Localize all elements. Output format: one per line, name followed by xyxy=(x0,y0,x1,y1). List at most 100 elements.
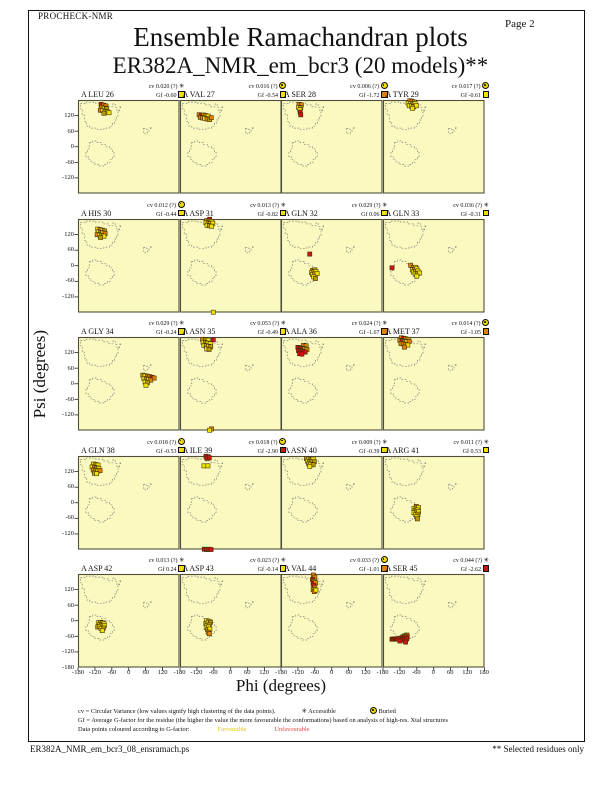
ramachandran-panel: A VAL 44 cv 0.033 (?) Gf -1.01 xyxy=(280,549,388,671)
ramachandran-panel: A GLN 38 cv 0.018 (?) Gf -0.53 xyxy=(74,431,185,550)
ramachandran-panel: A ASP 43 cv 0.023 (?) ✳ Gf -0.14 xyxy=(179,549,286,671)
gf-value: Gf -2.62 xyxy=(453,565,489,574)
cv-value: cv 0.018 (?) xyxy=(249,437,286,447)
gf-colour-swatch xyxy=(279,91,286,98)
gf-colour-swatch xyxy=(178,446,185,453)
gf-colour-swatch xyxy=(482,91,489,98)
ramachandran-panel: A ASN 40 cv 0.009 (?) ✳ Gf -0.39 xyxy=(280,431,388,550)
ramachandran-panel: A ALA 36 cv 0.024 (?) ✳ Gf -1.67 xyxy=(280,312,388,431)
gf-colour-swatch xyxy=(178,328,185,335)
x-tick-label: -180 xyxy=(275,669,287,676)
accessible-icon: ✳ xyxy=(179,320,185,327)
x-tick-label: 0 xyxy=(127,669,131,676)
data-point xyxy=(208,546,213,552)
cv-gf-label: cv 0.011 (?) ✳ Gf 0.53 xyxy=(453,439,489,456)
y-tick-label: -60 xyxy=(65,514,74,522)
data-point xyxy=(402,639,408,645)
data-point xyxy=(94,470,99,476)
cv-gf-label: cv 0.044 (?) ✳ Gf -2.62 xyxy=(453,557,489,574)
accessible-icon: ✳ xyxy=(179,557,185,564)
cv-value: cv 0.006 (?) xyxy=(350,82,388,91)
page-subtitle: ER382A_NMR_em_bcr3 (20 models)** xyxy=(112,53,489,78)
y-tick-label: 120 xyxy=(64,349,74,357)
ramachandran-panel: A ASP 42 cv 0.013 (?) ✳ Gf 0.24 xyxy=(74,549,185,671)
gf-value: Gf 0.06 xyxy=(352,209,388,219)
cv-gf-label: cv 0.018 (?) Gf -0.53 xyxy=(147,437,185,456)
ramachandran-panel: A SER 45 cv 0.044 (?) ✳ Gf -2.62 xyxy=(382,549,489,671)
panel-labels: A ARG 41 cv 0.011 (?) ✳ Gf 0.53 xyxy=(383,431,489,456)
x-tick-label: 120 xyxy=(360,669,371,676)
data-point xyxy=(409,105,415,111)
footer-filename: ER382A_NMR_em_bcr3_08_ensramach.ps xyxy=(30,744,190,754)
data-point xyxy=(307,251,313,256)
x-tick-label: 0 xyxy=(431,669,435,676)
y-tick-label: -60 xyxy=(65,158,74,166)
gf-colour-swatch xyxy=(381,328,388,335)
cv-value: cv 0.029 (?) ✳ xyxy=(148,320,185,327)
gf-value: Gf -0.14 xyxy=(250,565,286,574)
plot-area xyxy=(280,99,383,194)
y-tick-label: -60 xyxy=(65,277,74,285)
cv-gf-label: cv 0.013 (?) ✳ Gf -0.82 xyxy=(250,202,286,219)
plot-area xyxy=(280,572,383,671)
panel-labels: A GLY 34 cv 0.029 (?) ✳ Gf -0.24 xyxy=(78,312,185,337)
gf-value: Gf -2.90 xyxy=(249,446,286,456)
ramachandran-panel: A GLN 32 cv 0.029 (?) ✳ Gf 0.06 xyxy=(280,194,388,313)
cv-gf-label: cv 0.029 (?) ✳ Gf 0.06 xyxy=(352,202,388,219)
cv-value: cv 0.016 (?) xyxy=(249,82,286,91)
x-tick-label: -120 xyxy=(88,669,101,676)
plot-area xyxy=(179,573,282,671)
y-tick-label: -120 xyxy=(62,529,74,537)
y-tick-label: 60 xyxy=(67,246,75,254)
cv-gf-label: cv 0.053 (?) ✳ Gf -0.49 xyxy=(250,320,286,337)
panel-labels: A SER 45 cv 0.044 (?) ✳ Gf -2.62 xyxy=(383,549,489,574)
plot-area xyxy=(179,336,282,433)
page-number: Page 2 xyxy=(505,18,535,30)
y-tick-label: -120 xyxy=(62,174,74,182)
residue-label: A HIS 30 xyxy=(81,208,112,218)
panel-labels: A ASN 35 cv 0.053 (?) ✳ Gf -0.49 xyxy=(180,312,286,337)
data-point xyxy=(313,587,319,593)
y-tick-label: 120 xyxy=(64,112,74,120)
y-tick-label: 0 xyxy=(70,617,74,625)
residue-label: A SER 45 xyxy=(385,564,418,573)
panel-labels: A LEU 26 cv 0.020 (?) ✳ Gf -0.60 xyxy=(78,75,185,100)
gf-value: Gf -1.72 xyxy=(350,91,388,100)
residue-label: A VAL 44 xyxy=(284,564,317,573)
gf-value: Gf 0.53 xyxy=(453,446,489,456)
ramachandran-panel: A ARG 41 cv 0.011 (?) ✳ Gf 0.53 xyxy=(382,431,489,550)
y-tick-label: 0 xyxy=(70,380,74,388)
plot-area xyxy=(179,216,282,315)
gf-value: Gf -0.31 xyxy=(453,209,489,219)
legend-cv-line: cv = Circular Variance (low values signi… xyxy=(78,707,448,716)
procheck-label: PROCHECK-NMR xyxy=(38,11,114,21)
data-point xyxy=(413,103,419,109)
x-axis-title: Phi (degrees) xyxy=(235,676,327,695)
data-point xyxy=(101,110,107,116)
data-point xyxy=(143,382,149,388)
data-point xyxy=(307,463,313,469)
x-tick-label: 120 xyxy=(259,669,269,676)
y-tick-label: 120 xyxy=(64,467,74,475)
panel-labels: A GLN 38 cv 0.018 (?) Gf -0.53 xyxy=(78,431,185,456)
buried-icon xyxy=(369,707,377,714)
cv-gf-label: cv 0.009 (?) ✳ Gf -0.39 xyxy=(352,439,388,456)
gf-colour-swatch xyxy=(381,91,388,98)
legend-buried-label: Buried xyxy=(378,708,396,715)
data-point xyxy=(389,636,394,642)
legend-favourable-label: Favourable xyxy=(217,726,247,733)
gf-colour-swatch xyxy=(381,209,388,216)
legend-gf-line: Gf = Average G-factor for the residue (t… xyxy=(78,717,448,724)
gf-colour-swatch xyxy=(482,328,489,335)
residue-label: A ASP 31 xyxy=(182,208,214,218)
residue-label: A ASN 35 xyxy=(182,327,216,336)
cv-value: cv 0.013 (?) ✳ xyxy=(250,201,286,209)
gf-colour-swatch xyxy=(482,446,489,453)
gf-colour-swatch xyxy=(178,565,185,572)
plot-area xyxy=(179,99,282,194)
data-point xyxy=(201,462,206,468)
data-point xyxy=(99,628,105,633)
cv-gf-label: cv 0.013 (?) ✳ Gf 0.24 xyxy=(149,557,185,574)
ramachandran-panel: A LEU 26 cv 0.020 (?) ✳ Gf -0.60 xyxy=(74,75,185,194)
